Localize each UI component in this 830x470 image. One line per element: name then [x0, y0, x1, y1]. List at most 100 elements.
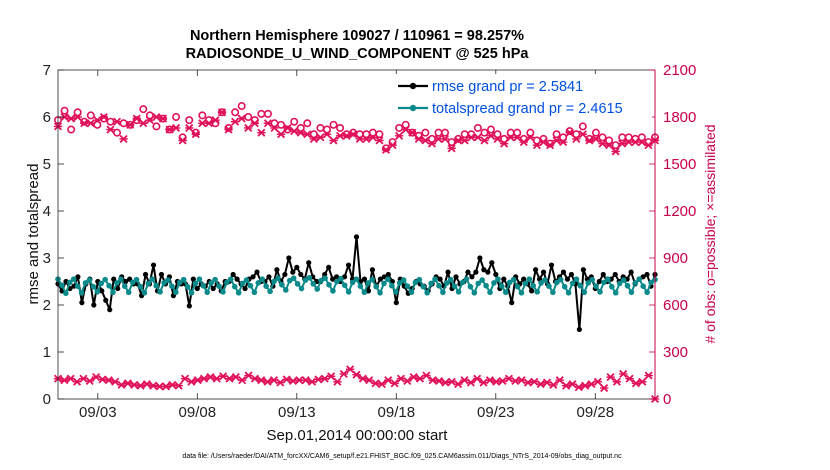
totalspread-point: [271, 278, 277, 285]
totalspread-point: [381, 280, 387, 287]
totalspread-point: [479, 277, 485, 283]
x-tick-label: 09/03: [79, 404, 117, 421]
rmse-point: [334, 274, 340, 280]
obs_assimilated-point: [309, 134, 319, 143]
obs_assimilated-point: [493, 134, 502, 143]
totalspread-point: [231, 283, 238, 290]
obs_possible-point: [172, 113, 181, 122]
totalspread-point: [459, 279, 466, 286]
obs_assimilated-point: [414, 134, 424, 143]
obs_assimilated-point: [513, 133, 522, 142]
totalspread-point: [487, 289, 493, 296]
rmse-point: [485, 269, 491, 275]
totalspread-point: [125, 289, 132, 296]
totalspread-point: [632, 280, 639, 286]
obs_assimilated-point: [171, 123, 181, 133]
totalspread-point: [176, 279, 183, 286]
totalspread-point: [322, 275, 328, 282]
rmse-point: [453, 274, 459, 280]
totalspread-point: [385, 276, 391, 282]
legend-totalspread-label: totalspread grand pr = 2.4615: [432, 101, 623, 117]
totalspread-point: [137, 283, 144, 290]
rmse-point: [282, 271, 288, 278]
totalspread-point: [173, 289, 179, 296]
obs_possible-point: [93, 120, 102, 129]
obs_possible-point: [231, 108, 240, 117]
obs_possible-point: [526, 128, 535, 137]
rmse-point: [580, 267, 586, 273]
y-tick-label-right: 900: [663, 250, 688, 267]
obs_possible_low-point: [403, 376, 412, 386]
obs_possible-point: [486, 125, 495, 134]
totalspread-point: [121, 283, 128, 290]
obs_assimilated-point: [191, 130, 200, 139]
obs_possible-point: [73, 108, 82, 117]
obs_possible_low-point: [593, 377, 603, 386]
rmse-point: [99, 288, 105, 294]
rmse-point: [548, 262, 555, 268]
totalspread-point: [59, 282, 65, 289]
totalspread-point: [612, 289, 619, 296]
y-tick-label-left: 2: [43, 297, 51, 314]
totalspread-point: [259, 276, 266, 282]
totalspread-point: [196, 276, 203, 282]
obs_assimilated-point: [427, 139, 437, 148]
obs_assimilated-point: [224, 125, 233, 134]
obs_possible_low-point: [472, 374, 482, 383]
obs_possible-point: [60, 106, 69, 115]
totalspread-point: [522, 280, 529, 287]
totalspread-point: [526, 276, 533, 282]
totalspread-point: [565, 289, 572, 296]
obs_assimilated-point: [578, 130, 588, 139]
rmse-point: [644, 271, 650, 278]
obs_possible_low-point: [390, 379, 399, 388]
obs_assimilated-point: [499, 139, 509, 148]
rmse-point: [540, 269, 547, 275]
totalspread-point: [467, 283, 474, 290]
totalspread-point: [561, 283, 568, 290]
rmse-point: [230, 271, 236, 278]
totalspread-point: [392, 289, 399, 295]
obs_possible_low-point: [492, 377, 501, 386]
obs_assimilated-point: [388, 141, 397, 150]
totalspread-point: [377, 289, 383, 296]
obs_assimilated-point: [66, 114, 76, 123]
totalspread-point: [310, 281, 317, 287]
rmse-point: [294, 264, 300, 270]
rmse-point: [345, 262, 352, 268]
obs_assimilated-point: [178, 136, 187, 145]
rmse-point: [194, 285, 200, 292]
obs_assimilated-point: [526, 133, 535, 142]
totalspread-point: [216, 283, 222, 290]
rmse-point: [115, 285, 121, 292]
totalspread-point: [550, 289, 556, 296]
totalspread-point: [141, 289, 148, 296]
rmse-point: [353, 234, 360, 240]
obs_assimilated-point: [185, 123, 194, 133]
totalspread-point: [184, 283, 191, 290]
ticks-layer: 09/03 09/08 09/13 09/18 09/23 09/28 0 1 2 3 4 5 6 7 0 3…: [43, 62, 697, 421]
totalspread-point: [593, 283, 599, 290]
totalspread-point: [165, 277, 171, 283]
totalspread-point: [546, 283, 552, 290]
x-tick-label: 09/08: [179, 404, 217, 421]
obs_possible_low-point: [422, 371, 431, 380]
totalspread-point: [294, 281, 301, 287]
obs_possible_low-point: [352, 370, 361, 379]
totalspread-point: [212, 276, 218, 283]
legend-totalspread-marker: [409, 104, 417, 112]
totalspread-point: [326, 281, 332, 288]
obs_possible-point: [552, 130, 561, 139]
obs_possible-point: [198, 111, 207, 120]
obs_assimilated-point: [539, 138, 548, 147]
obs_possible_low-point: [98, 375, 107, 384]
obs_assimilated-point: [119, 134, 128, 143]
rmse-point: [190, 276, 196, 282]
totalspread-point: [239, 280, 246, 287]
totalspread-point: [440, 289, 446, 296]
obs_assimilated-point: [99, 112, 109, 122]
rmse-point: [628, 269, 634, 275]
obs_possible_low-point: [85, 376, 94, 386]
x-tick-label: 09/18: [378, 404, 416, 421]
